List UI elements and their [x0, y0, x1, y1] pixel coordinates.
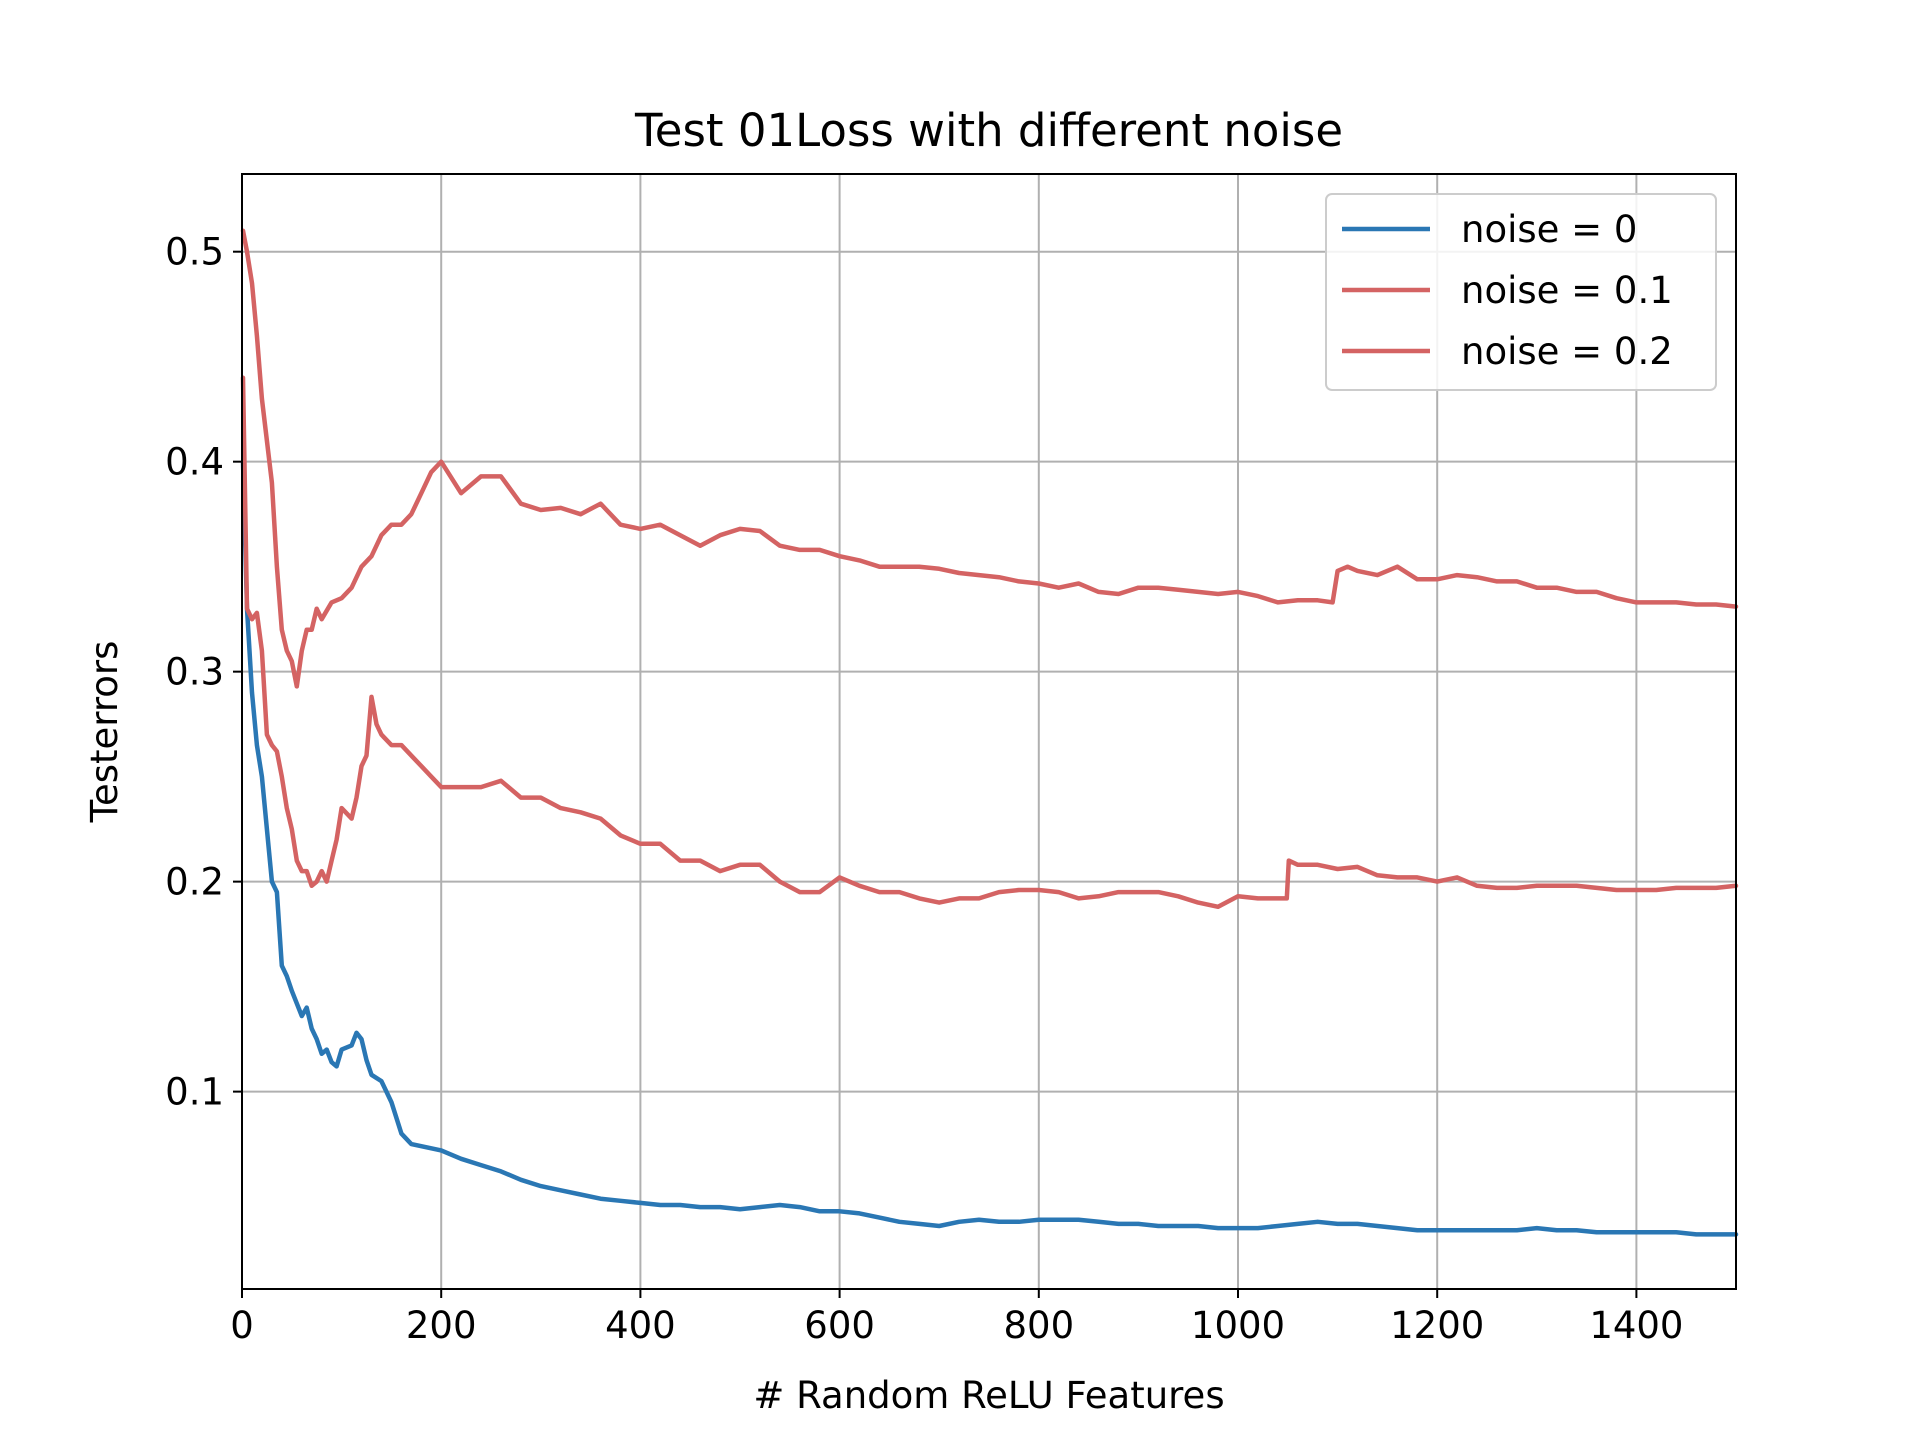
chart-title: Test 01Loss with different noise: [634, 104, 1343, 157]
axis-ticks: 0 200 400 600 800 1000 1200 1400 0.1 0.2 0.3 0.4 0.5: [165, 231, 1683, 1347]
y-tick-label: 0.5: [165, 231, 224, 274]
x-tick-label: 1000: [1191, 1304, 1285, 1347]
legend-label-2: noise = 0.1: [1461, 269, 1673, 312]
y-axis-label: Testerrors: [83, 641, 126, 824]
x-tick-label: 1200: [1390, 1304, 1484, 1347]
legend-label-1: noise = 0: [1461, 208, 1637, 251]
series-line-3: [240, 228, 1739, 689]
x-tick-label: 800: [1003, 1304, 1074, 1347]
x-tick-label: 600: [804, 1304, 875, 1347]
plot-frame: [241, 173, 1737, 1290]
x-tick-label: 400: [605, 1304, 676, 1347]
x-tick-label: 200: [406, 1304, 477, 1347]
series-line-1: [240, 459, 1739, 1237]
x-tick-label: 1400: [1589, 1304, 1683, 1347]
legend-box: [1325, 193, 1717, 391]
x-tick-label: 0: [230, 1304, 254, 1347]
legend: noise = 0 noise = 0.1 noise = 0.2: [1325, 193, 1717, 391]
series-group: [240, 228, 1739, 1237]
y-tick-label: 0.3: [165, 651, 224, 694]
y-tick-label: 0.2: [165, 861, 224, 904]
y-tick-label: 0.1: [165, 1071, 224, 1114]
legend-label-3: noise = 0.2: [1461, 330, 1673, 373]
x-axis-label: # Random ReLU Features: [753, 1374, 1224, 1417]
series-line-2: [240, 375, 1739, 910]
y-tick-label: 0.4: [165, 441, 224, 484]
